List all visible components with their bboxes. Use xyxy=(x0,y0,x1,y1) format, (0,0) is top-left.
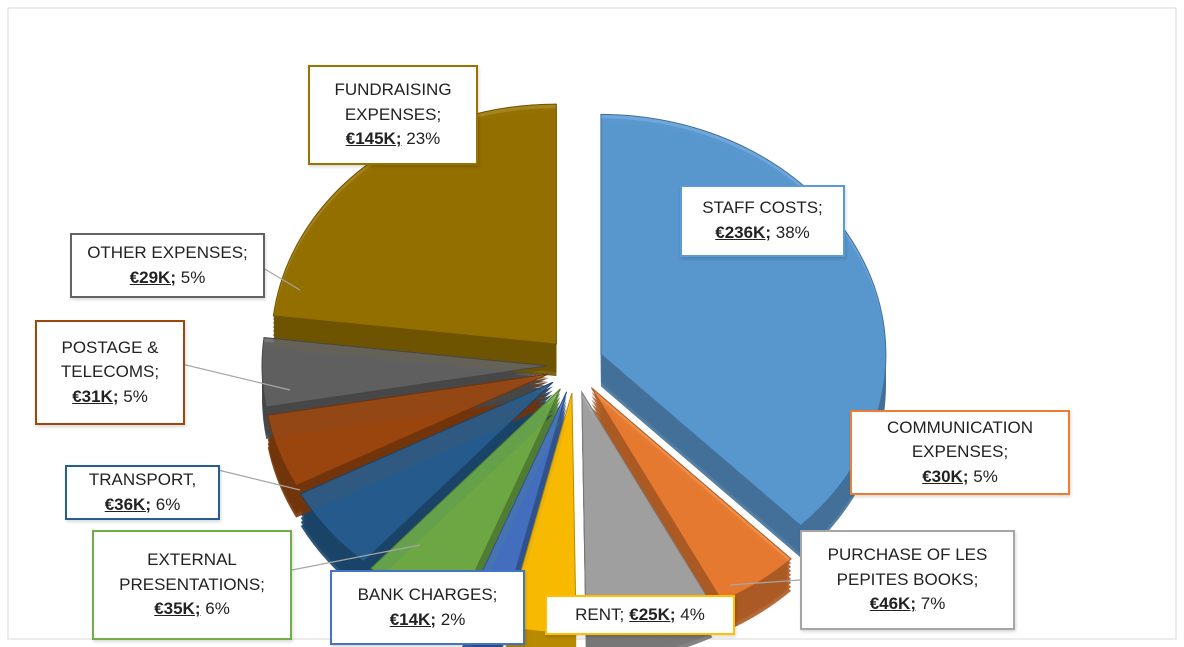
label-line: TRANSPORT, xyxy=(73,468,212,493)
label-line: €29K; 5% xyxy=(78,266,257,291)
data-label: FUNDRAISING EXPENSES; €145K; 23% xyxy=(308,65,478,165)
label-line: PURCHASE OF LES PEPITES BOOKS; xyxy=(808,543,1007,592)
cat: PURCHASE OF LES PEPITES BOOKS; xyxy=(827,545,988,589)
cat: FUNDRAISING EXPENSES; xyxy=(334,80,452,124)
pct: 4% xyxy=(680,604,705,624)
leader-line xyxy=(164,359,291,391)
data-label: BANK CHARGES; €14K; 2% xyxy=(330,570,525,645)
label-line: OTHER EXPENSES; xyxy=(78,241,257,266)
cat: STAFF COSTS; xyxy=(702,198,823,218)
label-line: FUNDRAISING EXPENSES; xyxy=(316,78,470,127)
label-line: COMMUNICATION EXPENSES; xyxy=(858,416,1062,465)
amt: €35K; xyxy=(154,599,201,619)
label-line: STAFF COSTS; xyxy=(688,196,837,221)
amt: €25K; xyxy=(629,604,676,624)
pct: 2% xyxy=(440,609,466,629)
slice xyxy=(261,337,548,408)
pct: 5% xyxy=(973,466,998,486)
label-line: BANK CHARGES; xyxy=(338,583,517,608)
amt: €14K; xyxy=(389,609,436,629)
label-line: €25K; 4% xyxy=(629,603,705,628)
pct: 6% xyxy=(205,599,230,619)
label-line: POSTAGE & TELECOMS; xyxy=(43,336,177,385)
label-line: €31K; 5% xyxy=(43,385,177,410)
amt: €36K; xyxy=(104,494,151,514)
cat: BANK CHARGES; xyxy=(357,584,498,604)
data-label: STAFF COSTS; €236K; 38% xyxy=(680,185,845,257)
leader-line xyxy=(291,544,421,571)
data-label: TRANSPORT, €36K; 6% xyxy=(65,465,220,520)
cat: EXTERNAL PRESENTATIONS; xyxy=(119,550,265,594)
amt: €29K; xyxy=(129,267,176,287)
cat: COMMUNICATION EXPENSES; xyxy=(886,417,1034,462)
data-label: POSTAGE & TELECOMS; €31K; 5% xyxy=(35,320,185,425)
data-label: EXTERNAL PRESENTATIONS; €35K; 6% xyxy=(92,530,292,640)
amt: €145K; xyxy=(345,129,402,149)
pct: 38% xyxy=(775,223,810,242)
amt: €46K; xyxy=(869,594,916,614)
amt: €30K; xyxy=(922,466,969,486)
label-line: €14K; 2% xyxy=(338,608,517,633)
pct: 23% xyxy=(406,129,441,149)
slice xyxy=(299,381,554,563)
leader-line xyxy=(729,579,801,586)
label-line: €36K; 6% xyxy=(73,493,212,518)
cat: TRANSPORT, xyxy=(88,469,197,489)
cat: RENT; xyxy=(575,604,625,624)
label-line: €30K; 5% xyxy=(858,465,1062,490)
label-line: €35K; 6% xyxy=(100,597,284,622)
data-label: COMMUNICATION EXPENSES; €30K; 5% xyxy=(850,410,1070,495)
pct: 5% xyxy=(123,386,148,406)
cat: OTHER EXPENSES; xyxy=(87,242,248,262)
pct: 7% xyxy=(920,594,946,614)
slice xyxy=(267,373,549,487)
data-label: OTHER EXPENSES; €29K; 5% xyxy=(70,233,265,298)
cat: POSTAGE & TELECOMS; xyxy=(60,337,160,382)
label-line: EXTERNAL PRESENTATIONS; xyxy=(100,548,284,597)
label-line: €46K; 7% xyxy=(808,592,1007,617)
leader-line xyxy=(217,469,301,491)
label-line: €236K; 38% xyxy=(688,221,837,246)
label-line: €145K; 23% xyxy=(316,127,470,152)
amt: €236K; xyxy=(715,223,771,242)
leader-line xyxy=(257,264,301,291)
pct: 6% xyxy=(155,494,181,514)
data-label: PURCHASE OF LES PEPITES BOOKS; €46K; 7% xyxy=(800,530,1015,630)
data-label: RENT; €25K; 4% xyxy=(545,595,735,635)
amt: €31K; xyxy=(72,386,119,406)
pct: 5% xyxy=(180,267,206,287)
label-line: RENT; xyxy=(575,603,624,628)
